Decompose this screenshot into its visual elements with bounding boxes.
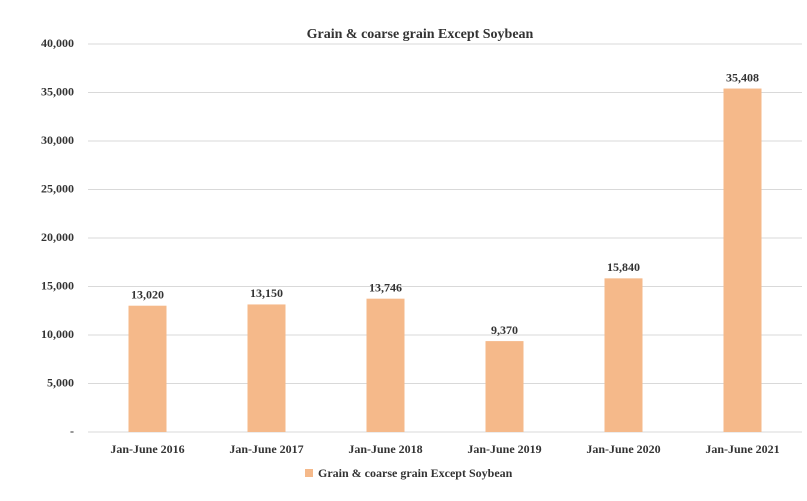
x-tick-label: Jan-June 2019 bbox=[467, 442, 541, 456]
bar bbox=[128, 305, 167, 432]
data-label: 13,150 bbox=[250, 286, 283, 300]
y-tick-label: 15,000 bbox=[41, 278, 74, 292]
legend-label: Grain & coarse grain Except Soybean bbox=[318, 466, 513, 480]
legend-swatch bbox=[305, 469, 313, 477]
x-tick-label: Jan-June 2017 bbox=[229, 442, 303, 456]
data-label: 15,840 bbox=[607, 260, 640, 274]
data-label: 35,408 bbox=[726, 70, 759, 84]
x-tick-label: Jan-June 2020 bbox=[586, 442, 660, 456]
data-label: 9,370 bbox=[491, 323, 518, 337]
bar bbox=[604, 278, 643, 432]
y-tick-label: 5,000 bbox=[47, 375, 74, 389]
y-tick-label: 35,000 bbox=[41, 84, 74, 98]
bar bbox=[485, 341, 524, 432]
y-tick-label: - bbox=[70, 424, 74, 438]
chart-title: Grain & coarse grain Except Soybean bbox=[307, 27, 534, 42]
y-tick-label: 10,000 bbox=[41, 327, 74, 341]
y-tick-label: 30,000 bbox=[41, 133, 74, 147]
y-tick-label: 40,000 bbox=[41, 36, 74, 50]
data-label: 13,020 bbox=[131, 287, 164, 301]
x-tick-label: Jan-June 2021 bbox=[705, 442, 779, 456]
bar bbox=[366, 298, 405, 432]
x-tick-label: Jan-June 2016 bbox=[110, 442, 184, 456]
y-tick-label: 20,000 bbox=[41, 230, 74, 244]
x-tick-label: Jan-June 2018 bbox=[348, 442, 422, 456]
bar bbox=[247, 304, 286, 432]
y-tick-label: 25,000 bbox=[41, 181, 74, 195]
bar bbox=[723, 88, 762, 433]
data-label: 13,746 bbox=[369, 280, 402, 294]
